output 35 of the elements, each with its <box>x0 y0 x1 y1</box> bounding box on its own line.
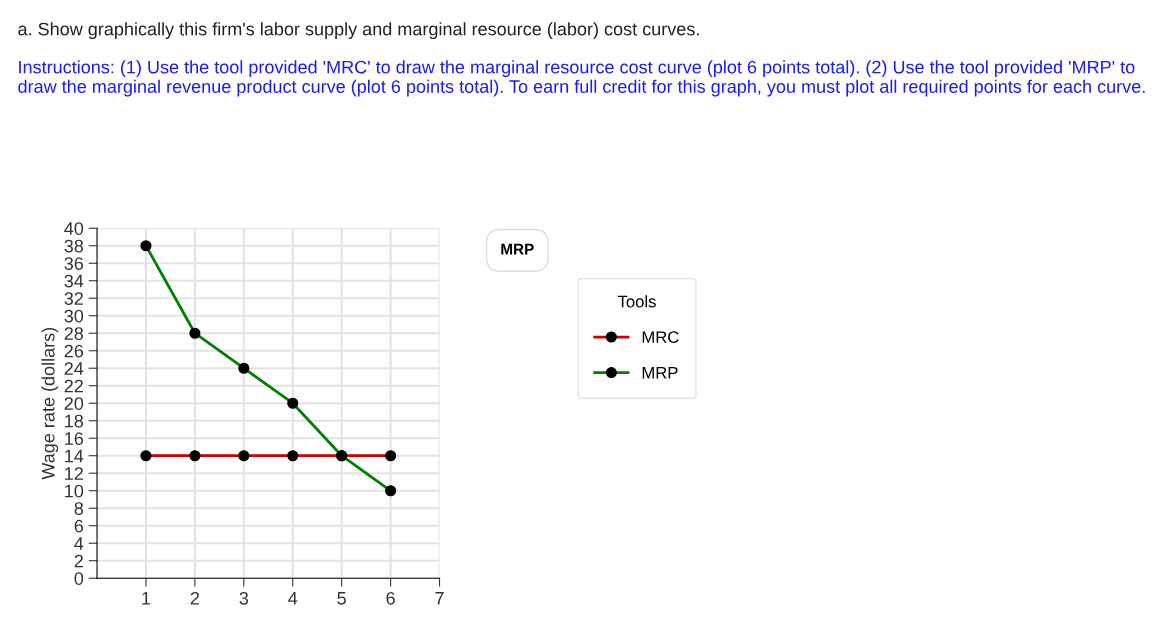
x-tick-label: 7 <box>435 592 444 605</box>
x-tick-label: 5 <box>337 592 346 605</box>
y-tick-label: 16 <box>65 432 84 445</box>
y-tick-label: 12 <box>65 467 83 480</box>
x-tick-label: 4 <box>288 592 298 605</box>
legend-label: MRP <box>642 366 678 379</box>
y-tick-label: 22 <box>64 379 83 393</box>
y-tick-label: 6 <box>74 519 84 533</box>
legend-label: MRC <box>642 331 679 344</box>
y-tick-label: 14 <box>65 449 84 463</box>
y-tick-label: 28 <box>64 327 84 340</box>
y-axis-title: Wage rate (dollars) <box>41 327 59 480</box>
x-tick-label: 2 <box>190 591 199 605</box>
y-tick-label: 18 <box>65 414 84 428</box>
text: Instructions: (1) Use the tool provided 'MRC' to draw the marginal resource cost curve (plot 6 points total). (2) Use the tool provided 'MRP' to draw the marginal revenue product curve (plot 6 points total). To earn full credit for this graph, you must plot all required points for each curve. <box>18 60 1145 97</box>
y-tick-label: 0 <box>74 572 84 585</box>
legend-title: Tools <box>617 295 656 308</box>
chart-title: a. Show graphically this firm's labor supply and marginal resource (labor) cost curves. <box>18 22 699 40</box>
y-tick-label: 40 <box>64 222 84 235</box>
y-tick-label: 34 <box>64 274 84 288</box>
y-tick-label: 24 <box>64 362 84 375</box>
y-tick-label: 10 <box>65 484 84 498</box>
y-tick-label: 20 <box>64 397 84 410</box>
y-tick-label: 8 <box>74 502 84 515</box>
y-tick-label: 30 <box>64 309 84 323</box>
y-tick-label: 2 <box>74 554 83 568</box>
x-tick-label: 1 <box>142 592 151 605</box>
y-tick-label: 32 <box>64 292 83 305</box>
y-tick-label: 26 <box>64 344 84 358</box>
y-tick-label: 36 <box>64 257 84 270</box>
x-tick-label: 6 <box>386 591 395 605</box>
y-tick-label: 4 <box>74 537 84 550</box>
text: MRP <box>501 243 534 255</box>
x-tick-label: 3 <box>239 591 249 605</box>
y-tick-label: 38 <box>64 239 84 253</box>
